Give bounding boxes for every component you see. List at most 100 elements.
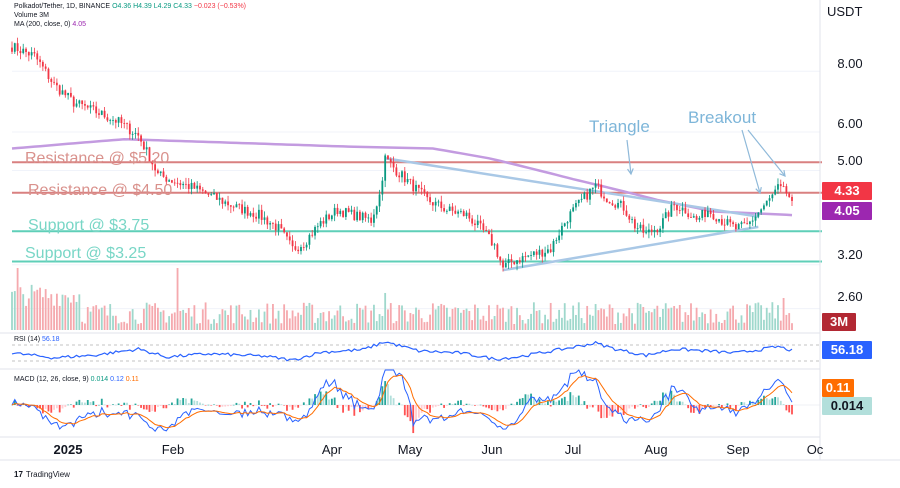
volume-bar (263, 311, 266, 330)
candle-body (204, 190, 207, 194)
symbol-legend[interactable]: Polkadot/Tether, 1D, BINANCE O4.36 H4.39… (14, 3, 246, 10)
candle (423, 184, 426, 197)
candle-body (704, 209, 706, 217)
macd-histogram-bar (47, 405, 50, 412)
volume-bar (106, 315, 109, 330)
level-label: Support @ $3.25 (25, 245, 147, 262)
candle (763, 203, 765, 211)
candle (662, 213, 664, 234)
candle (359, 209, 361, 221)
volume-bar (266, 303, 269, 330)
macd-histogram-bar (274, 405, 277, 406)
macd-histogram-bar (415, 405, 417, 422)
candle-body (504, 263, 507, 268)
candle (308, 233, 311, 250)
macd-histogram-bar (252, 405, 255, 407)
candle-body (64, 90, 67, 96)
candle-body (524, 256, 527, 257)
volume-bar (190, 316, 193, 330)
volume-bar (221, 309, 224, 330)
candle (642, 218, 645, 238)
ohlc-low: L4.29 (153, 3, 172, 10)
candle-body (474, 223, 476, 226)
candle-body (342, 210, 344, 217)
macd-histogram-bar (535, 402, 538, 405)
candle-body (86, 105, 89, 108)
macd-histogram-bar (395, 404, 398, 406)
rsi-legend[interactable]: RSI (14) 56.18 (14, 336, 60, 343)
macd-histogram-bar (266, 405, 269, 409)
candle (712, 209, 715, 221)
candle-body (316, 226, 319, 228)
candle-body (636, 228, 639, 230)
candle (754, 213, 757, 227)
time-tick: 2025 (53, 442, 83, 457)
macd-histogram-bar (549, 405, 552, 407)
candle (50, 77, 53, 88)
volume-bar (647, 310, 650, 330)
candle-body (409, 178, 412, 180)
macd-histogram-bar (631, 405, 633, 407)
candle-body (580, 198, 583, 200)
macd-histogram-bar (199, 402, 201, 405)
volume-bar (199, 323, 201, 330)
tradingview-logo[interactable]: 17 TradingView (14, 470, 70, 479)
macd-histogram-bar (137, 405, 140, 406)
candle (55, 78, 58, 91)
candle (314, 225, 316, 240)
time-tick: Oc (806, 442, 824, 457)
candle (732, 220, 734, 227)
candle (120, 114, 123, 129)
macd-histogram-bar (140, 405, 142, 408)
candle-body (350, 209, 353, 212)
candle-body (210, 194, 213, 195)
volume-bar (608, 304, 611, 330)
candlesticks[interactable] (11, 37, 793, 272)
candle (300, 244, 302, 255)
volume-bar (732, 305, 734, 330)
candle-body (647, 229, 650, 233)
volume-bar (785, 314, 788, 330)
ma-legend[interactable]: MA (200, close, 0) 4.05 (14, 21, 86, 28)
volume-bar (322, 312, 325, 330)
candle-body (656, 229, 659, 233)
macd-histogram-bar (673, 394, 676, 405)
volume-bar (25, 305, 27, 330)
volume-bar (437, 305, 440, 330)
volume-bar (751, 312, 754, 330)
candle (75, 99, 78, 108)
rsi-value: 56.18 (42, 336, 60, 343)
volume-bar (291, 310, 294, 330)
volume-bar (151, 305, 154, 330)
volume-bar (611, 307, 614, 330)
candle (723, 218, 726, 231)
macd-histogram-bar (286, 405, 288, 411)
macd-legend[interactable]: MACD (12, 26, close, 9) 0.014 0.12 0.11 (14, 376, 139, 383)
candle-body (311, 234, 314, 236)
volume-bar (743, 322, 746, 330)
candle-body (468, 212, 471, 219)
macd-histogram-bar (718, 404, 720, 405)
volume-bar (765, 307, 768, 330)
macd-histogram-bar (246, 405, 249, 408)
macd-histogram-bar (720, 405, 723, 408)
volume-bar (207, 319, 210, 330)
currency-label[interactable]: USDT (827, 4, 863, 19)
volume-legend[interactable]: Volume 3M (14, 12, 49, 19)
candle (381, 177, 384, 201)
candle-body (22, 48, 25, 54)
candle-body (544, 252, 547, 257)
candle-body (617, 202, 619, 208)
candle (774, 185, 777, 196)
volume-bar (41, 297, 44, 330)
candle-body (330, 215, 333, 220)
macd-histogram-bar (524, 394, 527, 405)
candle-body (19, 51, 22, 54)
candle-body (199, 185, 201, 190)
volume-bar (33, 291, 36, 330)
candle-body (218, 197, 221, 200)
macd-histogram-bar (213, 404, 215, 405)
candle (667, 210, 670, 222)
candle (676, 204, 678, 217)
last-price-tag: 4.33 (822, 182, 872, 200)
